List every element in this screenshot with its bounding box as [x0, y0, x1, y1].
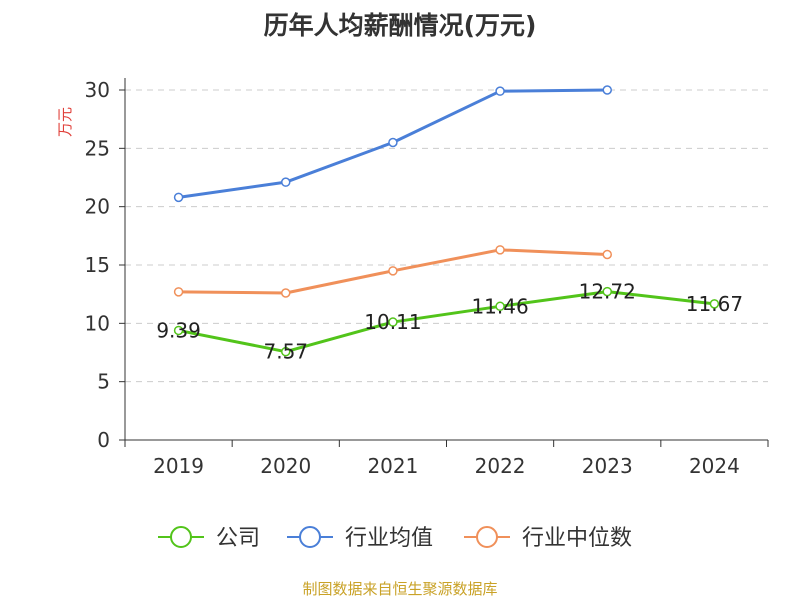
- axis-layer: 0 5 10 15 20 25 30 万元 2019 2020 2021 2022 2023 2024: [56, 78, 769, 478]
- data-point: [602, 85, 612, 95]
- legend-marker-icon: [299, 526, 321, 548]
- legend: 公司 行业均值 行业中位数: [158, 526, 632, 551]
- data-point: [281, 177, 291, 187]
- data-point: [602, 286, 612, 297]
- data-point: [173, 325, 184, 336]
- data-point: [281, 288, 291, 298]
- data-label: 11.67: [686, 292, 743, 316]
- y-tick-label: 0: [97, 428, 110, 452]
- x-tick-label: 2023: [582, 454, 633, 478]
- x-tick-label: 2019: [153, 454, 204, 478]
- data-point: [709, 299, 720, 309]
- x-tick-label: 2020: [260, 454, 311, 478]
- y-axis-label: 万元: [56, 107, 74, 137]
- data-point: [495, 245, 505, 255]
- data-point: [495, 86, 505, 96]
- data-point: [388, 266, 398, 276]
- data-label: 9.39: [156, 318, 201, 342]
- legend-label: 行业均值: [345, 526, 433, 551]
- y-tick-label: 25: [85, 136, 110, 160]
- data-point: [602, 249, 612, 260]
- chart-title: 历年人均薪酬情况(万元): [263, 11, 537, 40]
- y-tick-label: 20: [85, 195, 110, 219]
- y-tick-label: 10: [85, 311, 110, 335]
- y-tick-label: 5: [97, 370, 110, 394]
- data-label: 12.72: [579, 280, 636, 304]
- legend-marker-icon: [170, 526, 192, 548]
- data-label-layer: 9.39 7.57 10.11 11.46 12.72 11.67: [156, 280, 743, 364]
- source-note: 制图数据来自恒生聚源数据库: [302, 580, 498, 598]
- x-tick-label: 2024: [689, 454, 740, 478]
- legend-label: 行业中位数: [522, 526, 632, 551]
- data-point: [173, 192, 184, 203]
- data-point: [388, 317, 398, 327]
- x-tick-label: 2022: [475, 454, 526, 478]
- data-label: 7.57: [263, 340, 308, 364]
- legend-marker-icon: [476, 526, 498, 548]
- data-point: [388, 137, 398, 148]
- data-label: 11.46: [471, 294, 528, 318]
- y-tick-label: 15: [85, 253, 110, 277]
- x-tick-label: 2021: [367, 454, 418, 478]
- grid-layer: [125, 89, 768, 383]
- y-tick-label: 30: [85, 78, 110, 102]
- data-label: 10.11: [364, 310, 421, 334]
- series-line-0: [178, 290, 715, 354]
- data-point: [495, 301, 505, 312]
- series-layer: [173, 85, 720, 357]
- data-point: [173, 287, 184, 297]
- data-point: [281, 346, 291, 357]
- legend-label: 公司: [216, 526, 260, 551]
